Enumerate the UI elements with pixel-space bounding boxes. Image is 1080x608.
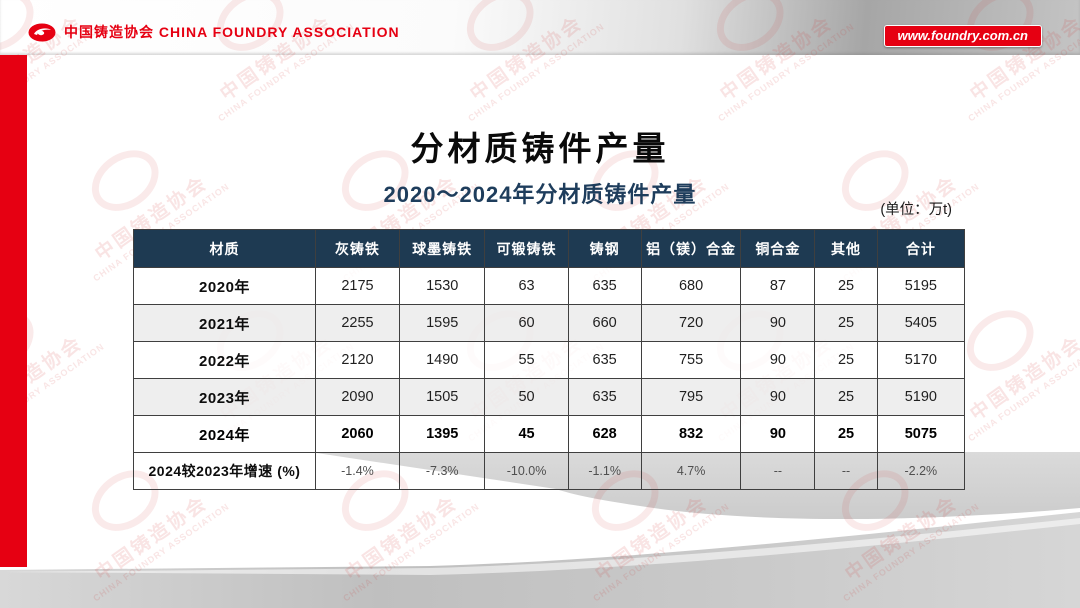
table-cell: 45: [484, 415, 569, 453]
table-cell: 25: [814, 378, 878, 416]
column-header: 其他: [814, 229, 878, 268]
watermark-text-cn: 中国铸造协会: [91, 492, 212, 586]
cfa-logo-icon: [28, 23, 56, 41]
table-cell: 660: [567, 304, 642, 342]
page-title: 分材质铸件产量: [410, 130, 670, 167]
table-cell: -7.3%: [398, 452, 486, 490]
table-cell: 2090: [314, 378, 400, 416]
table-cell: 1530: [398, 267, 486, 305]
table-cell: 1395: [398, 415, 486, 453]
table-subtitle: 2020～2024年分材质铸件产量: [383, 182, 697, 207]
row-label: 2024年: [133, 415, 316, 453]
association-logo-lockup: 中国铸造协会 CHINA FOUNDRY ASSOCIATION: [28, 22, 400, 42]
column-header: 铝（镁）合金: [640, 229, 742, 268]
table-cell: 4.7%: [640, 452, 742, 490]
watermark-text-en: CHINA FOUNDRY ASSOCIATION: [841, 501, 982, 604]
table-cell: 635: [567, 341, 642, 379]
table-cell: 720: [640, 304, 742, 342]
table-cell: --: [814, 452, 878, 490]
watermark-logo-ring: [955, 297, 1046, 384]
unit-label: (单位：万t): [880, 202, 952, 218]
table-head: 材质 灰铸铁 球墨铸铁 可锻铸铁 铸钢 铝（镁）合金 铜合金 其他 合计: [133, 229, 966, 268]
table-cell: 635: [567, 267, 642, 305]
table-cell: 50: [484, 378, 569, 416]
table-cell: 1595: [398, 304, 486, 342]
table-cell: 5170: [876, 341, 966, 379]
table-cell: 90: [740, 304, 816, 342]
table-cell: 2120: [314, 341, 400, 379]
column-header: 铸钢: [567, 229, 642, 268]
table-cell: --: [740, 452, 816, 490]
watermark-text-cn: 中国铸造协会: [966, 332, 1080, 426]
production-table: 材质 灰铸铁 球墨铸铁 可锻铸铁 铸钢 铝（镁）合金 铜合金 其他 合计 2020年 2175 15…: [133, 229, 966, 490]
header-row: 材质 灰铸铁 球墨铸铁 可锻铸铁 铸钢 铝（镁）合金 铜合金 其他 合计: [133, 229, 966, 268]
table-cell: 1490: [398, 341, 486, 379]
row-label: 2024较2023年增速 (%): [133, 452, 316, 490]
watermark-text-en: CHINA FOUNDRY ASSOCIATION: [91, 501, 232, 604]
website-url: www.foundry.com.cn: [897, 28, 1029, 43]
table-cell: -10.0%: [484, 452, 569, 490]
table-cell: 60: [484, 304, 569, 342]
table-cell: 5195: [876, 267, 966, 305]
left-red-accent-bar: [0, 55, 27, 567]
watermark-text-en: CHINA FOUNDRY ASSOCIATION: [966, 341, 1080, 444]
table-cell: 5190: [876, 378, 966, 416]
watermark-text-en: CHINA FOUNDRY ASSOCIATION: [341, 501, 482, 604]
table-cell: 63: [484, 267, 569, 305]
table-cell: 680: [640, 267, 742, 305]
table-cell: 5075: [876, 415, 966, 453]
table-cell: 2175: [314, 267, 400, 305]
row-label: 2023年: [133, 378, 316, 416]
row-label: 2020年: [133, 267, 316, 305]
table-cell: 832: [640, 415, 742, 453]
table-row: 2020年 2175 1530 63 635 680 87 25 5195: [133, 267, 966, 305]
column-header: 合计: [876, 229, 966, 268]
row-label: 2021年: [133, 304, 316, 342]
table-cell: 2255: [314, 304, 400, 342]
website-badge: www.foundry.com.cn: [883, 25, 1042, 47]
table-cell: 1505: [398, 378, 486, 416]
table-cell: 635: [567, 378, 642, 416]
table-cell: 90: [740, 341, 816, 379]
table-cell: 755: [640, 341, 742, 379]
production-table-container: 材质 灰铸铁 球墨铸铁 可锻铸铁 铸钢 铝（镁）合金 铜合金 其他 合计 2020年 2175 15…: [133, 229, 966, 490]
table-cell: -1.4%: [314, 452, 400, 490]
watermark-text-en: CHINA FOUNDRY ASSOCIATION: [591, 501, 732, 604]
table-cell: 25: [814, 267, 878, 305]
table-cell: -1.1%: [567, 452, 642, 490]
table-cell: 87: [740, 267, 816, 305]
row-label: 2022年: [133, 341, 316, 379]
table-cell: 628: [567, 415, 642, 453]
swoosh-bottom-highlight: [0, 518, 1080, 575]
table-cell: 795: [640, 378, 742, 416]
table-row: 2022年 2120 1490 55 635 755 90 25 5170: [133, 341, 966, 379]
table-body: 2020年 2175 1530 63 635 680 87 25 5195 2021年 2255 15…: [133, 267, 966, 490]
table-row: 2024年 2060 1395 45 628 832 90 25 5075: [133, 415, 966, 453]
column-header: 球墨铸铁: [398, 229, 486, 268]
table-row: 2023年 2090 1505 50 635 795 90 25 5190: [133, 378, 966, 416]
table-cell: 2060: [314, 415, 400, 453]
table-row: 2024较2023年增速 (%) -1.4% -7.3% -10.0% -1.1% 4.7…: [133, 452, 966, 490]
column-header: 材质: [133, 229, 316, 268]
table-cell: 90: [740, 378, 816, 416]
table-cell: 25: [814, 304, 878, 342]
table-cell: 90: [740, 415, 816, 453]
table-cell: 25: [814, 415, 878, 453]
watermark-text-cn: 中国铸造协会: [341, 492, 462, 586]
table-cell: 55: [484, 341, 569, 379]
column-header: 铜合金: [740, 229, 816, 268]
watermark-text-cn: 中国铸造协会: [841, 492, 962, 586]
table-cell: 5405: [876, 304, 966, 342]
table-cell: -2.2%: [876, 452, 966, 490]
column-header: 灰铸铁: [314, 229, 400, 268]
column-header: 可锻铸铁: [484, 229, 569, 268]
table-cell: 25: [814, 341, 878, 379]
swoosh-bottom-band: [0, 512, 1080, 608]
table-row: 2021年 2255 1595 60 660 720 90 25 5405: [133, 304, 966, 342]
association-name: 中国铸造协会 CHINA FOUNDRY ASSOCIATION: [64, 24, 400, 40]
watermark-text-cn: 中国铸造协会: [591, 492, 712, 586]
